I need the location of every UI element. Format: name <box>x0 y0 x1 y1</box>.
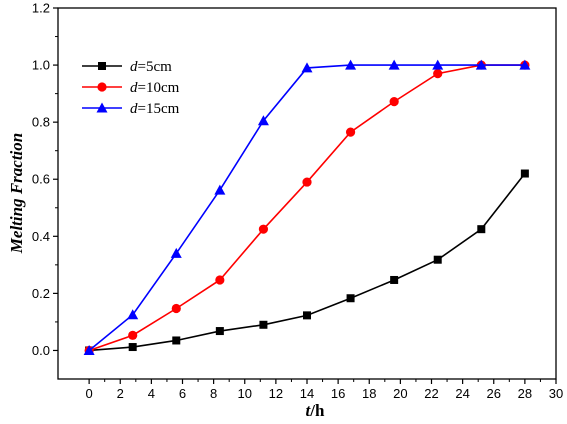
y-tick-label: 0.4 <box>32 229 50 244</box>
y-tick-label: 0.2 <box>32 286 50 301</box>
legend-item-1: d=5cm <box>82 59 172 75</box>
data-point <box>433 69 443 79</box>
x-tick-label: 2 <box>117 386 124 401</box>
x-tick-label: 28 <box>518 386 532 401</box>
x-tick-label: 18 <box>362 386 376 401</box>
data-point <box>259 320 268 329</box>
x-tick-label: 24 <box>455 386 469 401</box>
legend-label-rest: =5cm <box>138 59 173 75</box>
y-tick-label: 0.8 <box>32 115 50 130</box>
x-axis-title: t/h <box>306 401 325 420</box>
legend-label-rest: =15cm <box>138 101 180 117</box>
x-axis-var: t <box>306 401 312 420</box>
y-tick-label: 1.0 <box>32 58 50 73</box>
data-point <box>170 247 182 258</box>
data-point <box>128 330 138 340</box>
data-point <box>128 343 137 352</box>
axes: 0 2 4 6 8 10 12 14 16 18 20 22 24 26 28 300.00.20.40.60… <box>32 1 563 402</box>
x-tick-label: 20 <box>393 386 407 401</box>
data-point <box>215 275 225 285</box>
data-point <box>477 225 486 234</box>
y-axis-title: Melting Fraction <box>7 133 26 254</box>
data-point <box>390 275 399 284</box>
x-tick-label: 30 <box>549 386 563 401</box>
series-line <box>89 173 526 352</box>
data-point <box>215 327 224 336</box>
data-point <box>258 224 269 234</box>
legend-label: d=15cm <box>130 101 180 117</box>
legend-marker <box>97 82 107 92</box>
y-tick-label: 0.6 <box>32 172 50 187</box>
data-point <box>83 344 95 355</box>
data-point <box>257 115 269 126</box>
data-point <box>345 127 356 137</box>
y-tick-label: 0.0 <box>32 343 50 358</box>
data-point <box>214 184 226 195</box>
data-point <box>302 177 312 187</box>
data-point <box>432 59 444 70</box>
x-tick-label: 12 <box>269 386 283 401</box>
x-tick-label: 4 <box>148 386 155 401</box>
series-3 <box>83 59 531 355</box>
series-1 <box>85 169 529 355</box>
data-point <box>303 311 311 320</box>
legend-item-3: d=15cm <box>82 101 180 117</box>
legend-label-var: d <box>130 80 138 96</box>
legend-item-2: d=10cm <box>82 80 180 96</box>
x-tick-label: 0 <box>86 386 93 401</box>
y-tick-label: 1.2 <box>32 1 50 16</box>
legend-label-var: d <box>130 59 138 75</box>
x-tick-label: 14 <box>300 386 314 401</box>
data-point <box>389 97 399 107</box>
data-point <box>475 59 487 70</box>
data-point <box>433 255 442 264</box>
legend-label-var: d <box>130 101 138 117</box>
legend-label: d=5cm <box>130 59 172 75</box>
data-point <box>519 59 531 70</box>
data-point <box>171 303 181 314</box>
x-tick-label: 26 <box>487 386 501 401</box>
x-tick-label: 22 <box>424 386 438 401</box>
data-point <box>301 62 313 73</box>
data-point <box>388 59 400 70</box>
series-layer <box>83 59 531 356</box>
legend-marker <box>98 62 106 70</box>
legend-label-rest: =10cm <box>138 80 180 96</box>
series-2 <box>84 60 530 356</box>
x-axis-unit: /h <box>309 401 325 420</box>
data-point <box>346 294 355 303</box>
x-tick-label: 8 <box>210 386 217 401</box>
x-tick-label: 16 <box>331 386 345 401</box>
x-tick-label: 6 <box>179 386 186 401</box>
data-point <box>172 336 181 345</box>
data-point <box>520 169 529 178</box>
data-point <box>345 59 357 70</box>
x-tick-label: 10 <box>238 386 252 401</box>
legend-label: d=10cm <box>130 80 180 96</box>
legend-marker <box>96 102 108 113</box>
data-point <box>127 309 139 320</box>
